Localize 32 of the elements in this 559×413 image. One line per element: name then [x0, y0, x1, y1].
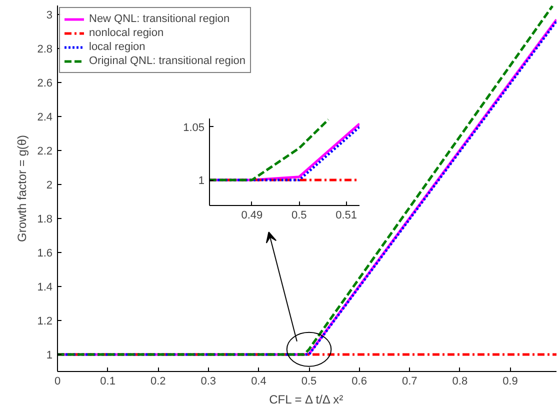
x-tick-label: 0.5: [301, 376, 317, 388]
x-tick-label: 0.2: [150, 376, 166, 388]
y-tick-label: 1.6: [37, 248, 53, 260]
x-tick-label: 0.3: [200, 376, 216, 388]
legend-label: nonlocal region: [89, 26, 164, 40]
x-tick-label: 0.4: [251, 376, 266, 388]
y-tick-label: 2.8: [37, 44, 53, 56]
x-tick-label: 0.9: [502, 376, 518, 388]
legend-label: New QNL: transitional region: [89, 12, 230, 26]
x-tick-label: 0.49: [241, 210, 263, 222]
legend-label: local region: [89, 40, 146, 54]
y-tick-label: 1.8: [37, 214, 53, 226]
y-tick-label: 3: [46, 10, 53, 22]
x-tick-label: 0.5: [291, 210, 307, 222]
y-tick-label: 1: [46, 350, 53, 362]
x-tick-label: 0.7: [402, 376, 418, 388]
y-tick-label: 2: [46, 180, 53, 192]
y-axis-title: Growth factor = g(θ): [15, 134, 30, 242]
x-tick-label: 0: [54, 376, 61, 388]
legend-label: Original QNL: transitional region: [89, 54, 246, 68]
x-tick-label: 0.8: [452, 376, 468, 388]
y-tick-label: 1: [198, 175, 205, 188]
x-axis-title: CFL = Δ t/Δ x²: [269, 392, 344, 406]
y-tick-label: 2.4: [37, 112, 53, 124]
x-tick-label: 0.51: [336, 210, 358, 222]
y-tick-label: 1.05: [183, 122, 205, 134]
x-tick-label: 0.1: [100, 376, 116, 388]
x-tick-label: 0.6: [352, 376, 367, 388]
y-tick-label: 2.6: [37, 78, 53, 90]
y-tick-label: 1.4: [37, 282, 53, 294]
y-tick-label: 2.2: [37, 146, 53, 158]
y-tick-label: 1.2: [37, 316, 53, 328]
